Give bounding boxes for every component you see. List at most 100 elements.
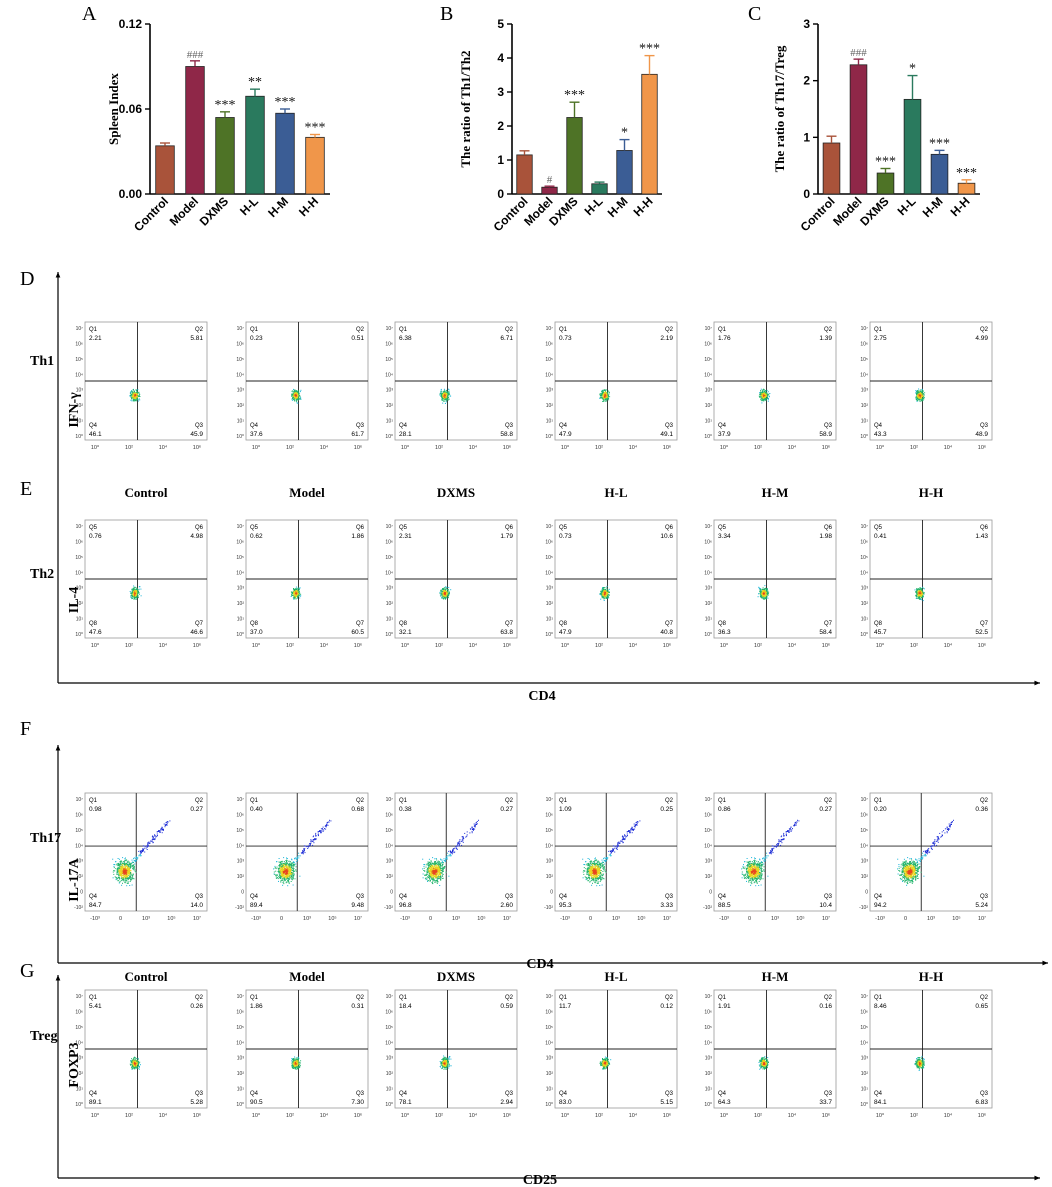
event-dot	[444, 587, 446, 589]
event-dot	[138, 855, 140, 857]
event-dot	[123, 878, 125, 880]
event-dot	[127, 882, 129, 884]
y-tick-label: 0	[803, 187, 810, 201]
event-dot	[290, 870, 292, 871]
event-dot	[759, 589, 761, 591]
bar	[305, 136, 325, 195]
event-dot	[447, 589, 449, 591]
event-dot	[290, 874, 292, 876]
event-dot	[134, 400, 136, 402]
event-dot	[447, 394, 449, 395]
event-dot	[131, 862, 133, 864]
event-dot	[921, 391, 922, 393]
quadrant-value: 0.23	[250, 335, 263, 342]
event-dot	[293, 592, 295, 594]
x-tick-label: 10⁵	[328, 915, 336, 922]
scatter-points	[439, 388, 452, 404]
event-dot	[122, 862, 124, 864]
event-dot	[767, 592, 769, 594]
event-dot	[129, 591, 131, 592]
event-dot	[601, 390, 603, 391]
event-dot	[599, 395, 601, 396]
group-label: DXMS	[437, 485, 475, 500]
event-dot	[161, 829, 163, 831]
event-dot	[123, 869, 125, 871]
event-dot	[760, 388, 762, 390]
event-dot	[444, 403, 446, 404]
quadrant-name: Q8	[399, 621, 408, 627]
event-dot	[607, 390, 609, 392]
event-dot	[124, 876, 126, 878]
quadrant-value: 3.34	[718, 533, 731, 540]
group-label: H-L	[604, 485, 627, 500]
event-dot	[296, 397, 298, 399]
event-dot	[125, 871, 127, 873]
event-dot	[923, 392, 924, 394]
quadrant-value: 37.0	[250, 629, 263, 636]
event-dot	[293, 591, 295, 593]
event-dot	[442, 593, 444, 595]
event-dot	[923, 397, 925, 399]
scatter-points	[599, 389, 611, 402]
event-dot	[296, 392, 298, 394]
event-dot	[118, 858, 120, 860]
event-dot	[919, 393, 921, 394]
event-dot	[916, 395, 917, 397]
event-dot	[762, 598, 764, 600]
event-dot	[131, 591, 133, 593]
event-dot	[163, 829, 164, 831]
event-dot	[291, 865, 293, 867]
event-dot	[764, 593, 766, 595]
event-dot	[122, 863, 124, 865]
event-dot	[135, 857, 137, 859]
event-dot	[130, 396, 132, 398]
event-dot	[328, 821, 330, 823]
event-dot	[135, 599, 137, 600]
event-dot	[444, 392, 446, 394]
event-dot	[296, 857, 298, 859]
event-dot	[291, 393, 293, 395]
event-dot	[918, 399, 920, 400]
event-dot	[446, 597, 447, 599]
x-tick-label: 10⁴	[469, 444, 478, 451]
event-dot	[760, 592, 762, 594]
y-tick-label: 10²	[546, 601, 554, 607]
event-dot	[283, 871, 285, 873]
event-dot	[445, 597, 446, 599]
event-dot	[280, 865, 281, 867]
event-dot	[921, 593, 923, 595]
y-tick-label: 10³	[237, 388, 245, 394]
event-dot	[318, 835, 319, 837]
event-dot	[296, 400, 298, 402]
y-tick-label: 10²	[546, 403, 554, 409]
y-tick-label: 10⁵	[236, 828, 244, 834]
event-dot	[296, 390, 297, 392]
event-dot	[322, 826, 324, 828]
event-dot	[115, 879, 117, 881]
event-dot	[130, 872, 131, 873]
event-dot	[139, 586, 141, 588]
event-dot	[137, 400, 139, 402]
event-dot	[138, 591, 139, 592]
event-dot	[133, 585, 135, 587]
event-dot	[135, 860, 137, 862]
flow-plot: Q11.76Q21.39Q358.9Q437.910⁷10⁶10⁵10⁴10³1…	[704, 321, 837, 451]
scatter-points	[129, 388, 141, 402]
y-tick-label: 10⁴	[75, 570, 83, 576]
event-dot	[136, 598, 138, 600]
quadrant-name: Q4	[874, 423, 883, 429]
event-dot	[280, 881, 282, 883]
event-dot	[295, 398, 297, 400]
event-dot	[767, 391, 769, 393]
quadrant-name: Q4	[250, 423, 259, 429]
event-dot	[602, 589, 604, 590]
x-tick-label: -10³	[90, 916, 100, 922]
event-dot	[297, 587, 299, 589]
event-dot	[608, 398, 610, 399]
event-dot	[134, 593, 136, 595]
event-dot	[761, 400, 763, 402]
event-dot	[446, 389, 447, 391]
event-dot	[921, 388, 923, 390]
x-tick-label: H-L	[582, 194, 606, 218]
quadrant-name: Q4	[559, 423, 568, 429]
